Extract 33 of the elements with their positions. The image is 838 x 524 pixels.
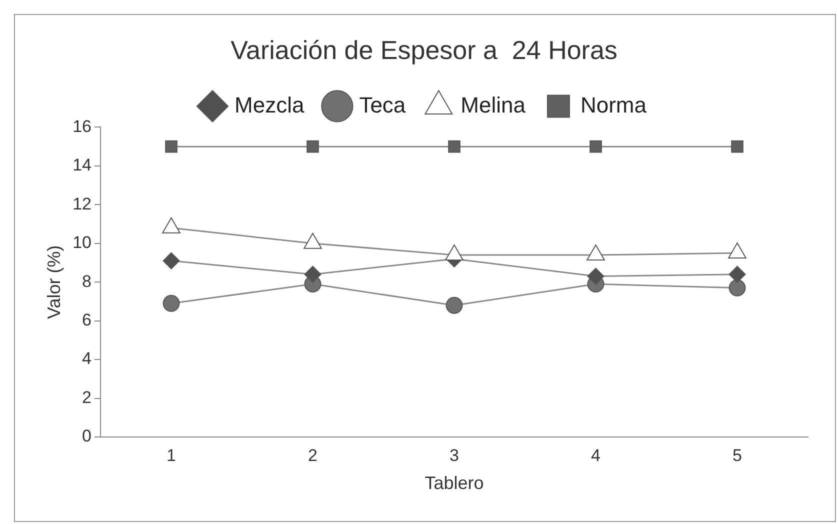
y-tick-label: 10: [72, 233, 92, 252]
point: [728, 279, 746, 296]
x-tick-label: 1: [166, 446, 176, 465]
y-tick-label: 14: [72, 156, 92, 175]
point: [448, 140, 460, 153]
legend-label: Norma: [580, 92, 648, 118]
point: [590, 140, 602, 153]
y-axis-title: Valor (%): [44, 245, 64, 319]
legend-label: Melina: [460, 92, 526, 118]
y-tick-label: 2: [82, 388, 92, 407]
point: [446, 296, 463, 314]
point: [587, 268, 604, 285]
point: [731, 140, 744, 153]
x-tick-label: 4: [591, 446, 600, 465]
y-tick-label: 6: [82, 310, 92, 330]
point: [306, 140, 319, 153]
point: [162, 252, 180, 270]
x-tick-label: 5: [732, 446, 742, 465]
y-tick-label: 16: [72, 116, 92, 136]
point: [165, 140, 178, 153]
y-tick-label: 0: [82, 426, 92, 446]
legend-label: Teca: [359, 92, 406, 118]
x-tick-label: 3: [450, 446, 459, 465]
chart-title: Variación de Espesor a 24 Horas: [230, 34, 618, 65]
point: [728, 266, 746, 283]
x-tick-label: 2: [308, 446, 318, 465]
y-tick-label: 8: [82, 272, 92, 291]
y-tick-label: 4: [82, 349, 92, 368]
x-axis-title: Tablero: [424, 473, 484, 494]
point: [304, 266, 322, 283]
y-tick-label: 12: [72, 194, 92, 214]
point: [162, 294, 180, 312]
legend-label: Mezcla: [234, 92, 305, 118]
